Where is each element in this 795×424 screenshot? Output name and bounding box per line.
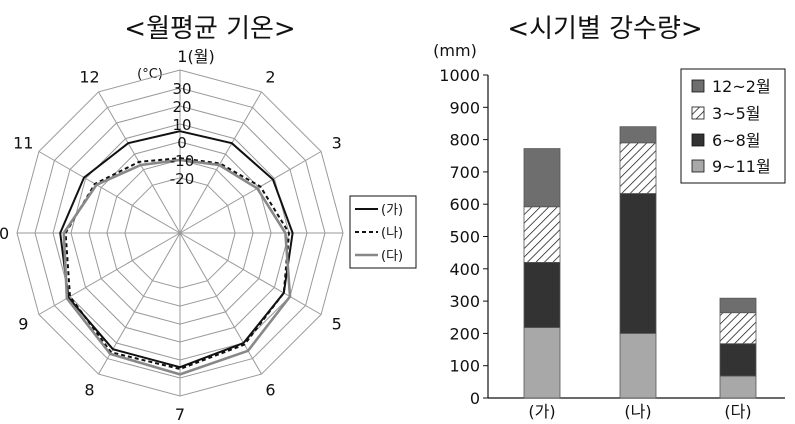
bar-legend-swatch-autumn [691,159,705,173]
radar-category-label: 5 [332,315,342,334]
radar-category-label: 2 [265,67,275,86]
bar-y-tick-label: 600 [449,195,480,214]
radar-legend-label-da: (다) [381,249,403,264]
radar-spoke [179,91,262,234]
bar-category-label: (다) [724,402,751,421]
bar-y-tick-label: 300 [449,292,480,311]
bar-segments-group [523,126,757,399]
bar-category-label: (나) [624,402,651,421]
radar-category-label: 7 [175,405,185,424]
radar-category-label: 12 [79,67,99,86]
radar-spoke [38,232,181,315]
radar-spoke [98,232,181,375]
bar-segment [719,343,757,377]
radar-category-label: 1(월) [177,47,214,66]
bar-legend-swatch-summer [691,133,705,147]
radar-series-line-2 [62,158,292,376]
bar-legend-label-spring: 3~5월 [712,104,761,123]
radar-series-group [59,130,294,376]
radar-radial-tick: 30 [172,80,191,98]
bar-segment [719,297,757,314]
radar-legend: (가) (나) (다) [349,195,417,269]
radar-legend-label-ga: (가) [381,203,403,218]
bar-segment [523,261,561,328]
bar-segment [619,193,657,334]
bar-y-tick-label: 500 [449,228,480,247]
bar-legend-label-autumn: 9~11월 [712,157,771,176]
radar-category-label: 9 [18,315,28,334]
bar-segment [619,126,657,144]
bar-title: <시기별 강수량> [507,14,702,44]
radar-category-label: 11 [13,134,33,153]
radar-radial-tick: -10 [170,152,195,170]
bar-y-tick-label: 800 [449,131,480,150]
bar-segment [523,206,561,263]
bar-y-tick-label: 200 [449,324,480,343]
radar-unit-label: (°C) [137,67,163,82]
bar-segment [523,148,561,208]
bar-segment [619,142,657,194]
bar-y-tick-label: 700 [449,163,480,182]
radar-grid [16,69,344,397]
radar-spoke [179,232,322,315]
bar-segment [523,327,561,399]
bar-legend-label-summer: 6~8월 [712,131,761,150]
radar-radial-tick: 20 [172,98,191,116]
bar-y-tick-label: 900 [449,98,480,117]
radar-category-label: 8 [84,381,94,400]
bar-y-tick-label: 0 [470,389,480,408]
radar-radial-tick: -20 [170,170,195,188]
bar-tick-labels: 0 100 200 300 400 500 600 700 800 900 1000 (가) (나) (다… [439,66,751,421]
bar-legend-swatch-spring [691,106,705,120]
bar-category-label: (가) [528,402,555,421]
bar-segment [719,312,757,345]
bar-legend-label-winter: 12~2월 [712,77,771,96]
radar-category-label: 10 [0,224,9,243]
radar-radial-tick: 0 [177,134,187,152]
radar-spoke [38,151,181,234]
radar-title: <월평균 기온> [124,14,295,44]
radar-category-label: 3 [332,134,342,153]
radar-legend-label-na: (나) [381,226,403,241]
bar-y-tick-label: 400 [449,260,480,279]
bar-segment [619,332,657,399]
radar-series-line-1 [64,157,291,371]
bar-ylabel: (mm) [433,41,477,60]
bar-legend-swatch-winter [691,79,705,93]
bar-y-tick-label: 1000 [439,66,480,85]
radar-spoke [179,151,322,234]
bar-y-tick-label: 100 [449,357,480,376]
radar-category-label: 6 [265,381,275,400]
radar-spoke [179,232,262,375]
radar-radial-tick: 10 [172,116,191,134]
bar-legend: 12~2월 3~5월 6~8월 9~11월 [680,68,786,184]
bar-segment [719,375,757,399]
radar-series-line-0 [59,130,294,369]
